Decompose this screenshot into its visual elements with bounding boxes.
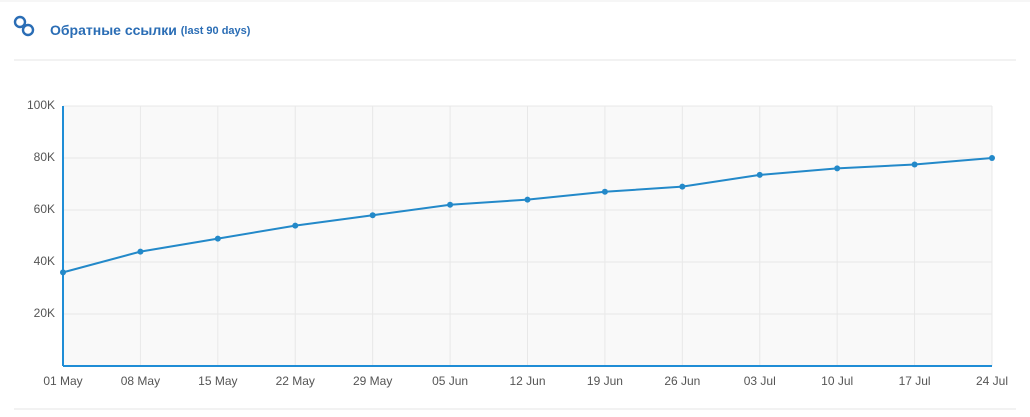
point xyxy=(60,269,66,276)
point xyxy=(989,155,995,161)
point xyxy=(292,222,299,229)
x-tick-label: 17 Jul xyxy=(899,374,931,388)
point xyxy=(834,165,841,172)
title-text: Обратные ссылки xyxy=(50,22,177,38)
point xyxy=(214,235,221,242)
y-tick-label: 100K xyxy=(27,98,55,112)
x-tick-label: 08 May xyxy=(121,374,160,388)
point xyxy=(679,183,686,190)
y-tick-label: 60K xyxy=(34,202,55,216)
x-tick-label: 01 May xyxy=(43,374,82,388)
point xyxy=(447,201,454,208)
link-icon xyxy=(13,15,35,37)
x-tick-label: 05 Jun xyxy=(432,374,468,388)
point xyxy=(756,171,763,178)
x-tick-label: 03 Jul xyxy=(744,374,776,388)
point xyxy=(369,212,376,219)
point xyxy=(524,196,531,203)
x-tick-label: 15 May xyxy=(198,374,237,388)
point xyxy=(601,188,608,195)
subtitle-text: (last 90 days) xyxy=(181,25,251,37)
x-tick-label: 29 May xyxy=(353,374,392,388)
x-tick-label: 26 Jun xyxy=(664,374,700,388)
point xyxy=(911,161,918,168)
x-tick-label: 19 Jun xyxy=(587,374,623,388)
x-tick-label: 12 Jun xyxy=(509,374,545,388)
y-tick-label: 20K xyxy=(34,306,55,320)
x-tick-label: 22 May xyxy=(276,374,315,388)
y-tick-label: 80K xyxy=(34,150,55,164)
y-tick-label: 40K xyxy=(34,254,55,268)
x-tick-label: 10 Jul xyxy=(821,374,853,388)
header-title: Обратные ссылки (last 90 days) xyxy=(50,22,251,38)
x-tick-label: 24 Jul xyxy=(976,374,1008,388)
point xyxy=(137,248,144,255)
